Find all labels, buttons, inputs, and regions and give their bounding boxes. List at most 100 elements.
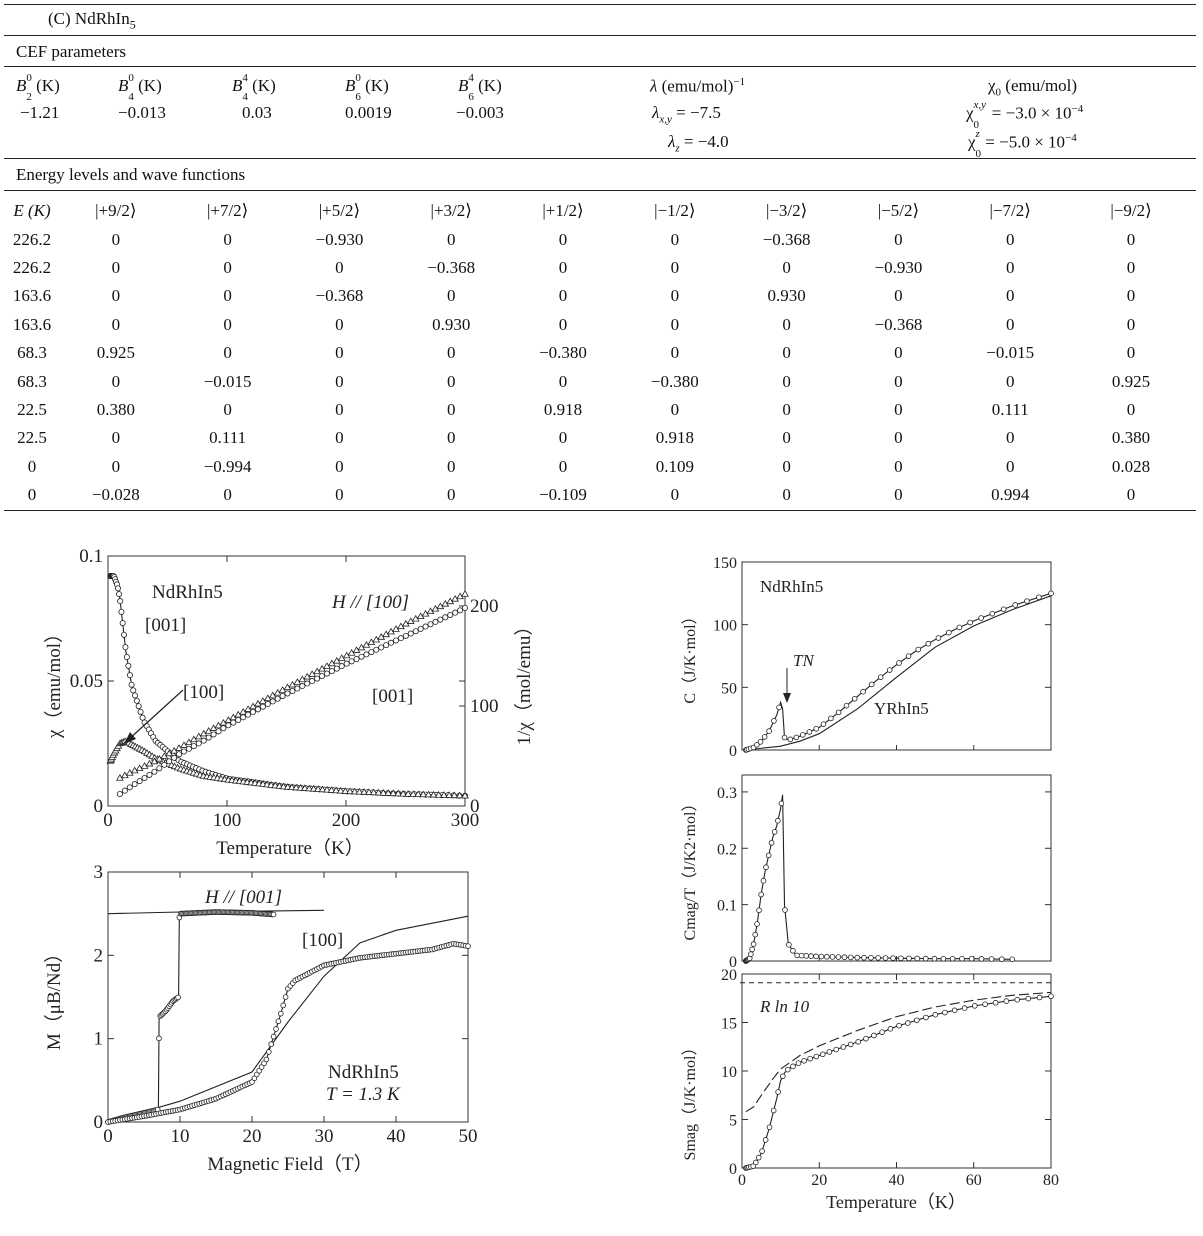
table-cell: 226.2 (12, 257, 52, 277)
invchi-001-point (141, 774, 148, 781)
annotation-temp: T = 1.3 K (326, 1084, 401, 1105)
smag-point (807, 1055, 813, 1062)
m-100-line (107, 943, 469, 1123)
x-tick-label: 0 (103, 810, 113, 831)
smag-point (762, 1137, 769, 1143)
table-cell: 0 (335, 485, 344, 505)
chi-100-point (404, 790, 413, 797)
invchi-001-point (427, 621, 434, 628)
smag-point (982, 1001, 988, 1008)
table-row: 163.6 0 0 −0.368 0 0 0 0.930 0 0 0 (4, 282, 1196, 310)
ndrhin5-point (915, 646, 922, 653)
ndrhin5-point (851, 695, 858, 702)
x-tick-label: 20 (243, 1126, 262, 1147)
invchi-001-point (309, 678, 316, 685)
table-cell: 0 (558, 286, 568, 306)
chi-001-point (118, 608, 125, 615)
table-cell: 0 (223, 399, 232, 419)
table-cell: 0 (111, 257, 121, 277)
calc-100-line (107, 915, 469, 1123)
table-cell: 0 (223, 257, 232, 277)
cmag-t-point (754, 921, 760, 927)
chi-xy: χ x,y 0 = −3.0 × 10−4 (966, 98, 1084, 132)
table-cell: −0.368 (315, 286, 364, 306)
table-cell: 0 (782, 314, 791, 334)
cmag-t-point (882, 955, 889, 961)
cmag-t-point (786, 942, 792, 948)
invchi-001-point (284, 690, 291, 697)
table-cell: 0 (1005, 229, 1015, 249)
table-cell: 0 (894, 343, 903, 363)
cmag-t-point (798, 952, 805, 959)
table-cell: 0 (1005, 286, 1015, 306)
invchi-001-point (368, 649, 375, 656)
smag-point (879, 1029, 885, 1035)
table-cell: 0 (1126, 343, 1136, 363)
invchi-001-point (437, 616, 444, 623)
smag-point (1014, 996, 1021, 1003)
table-cell: 0 (558, 371, 568, 391)
cmag-t-point (875, 955, 881, 961)
chi-header: χ0 (emu/mol) (988, 76, 1078, 99)
y-tick-label: 0.1 (717, 898, 737, 915)
arrow-100-head (124, 732, 136, 744)
table-cell: 0 (335, 456, 344, 476)
chi-100-point (424, 790, 433, 798)
ndrhin5-point (781, 734, 788, 741)
smag-point (750, 1163, 756, 1169)
cmag-t-point (922, 955, 929, 962)
invchi-001-point (126, 784, 133, 791)
table-cell: 0 (335, 399, 344, 419)
energy-header-cell: |+7/2⟩ (206, 201, 249, 221)
energy-heading-rule (4, 190, 1196, 191)
smag-point (813, 1053, 820, 1060)
table-cell: 0 (111, 286, 121, 306)
table-cell: 0 (27, 485, 37, 505)
smag-point (961, 1005, 968, 1011)
invchi-001-point (407, 630, 414, 637)
ndrhin5-point (776, 704, 782, 711)
y2-tick-label: 100 (470, 696, 499, 717)
y-tick-label: 5 (729, 1113, 737, 1130)
y-axis-label: M（μB/Nd） (43, 944, 65, 1050)
table-cell: 0 (782, 485, 791, 505)
x-tick-label: 30 (315, 1126, 334, 1147)
invchi-001-point (432, 618, 439, 625)
energy-header-cell: |+9/2⟩ (95, 201, 137, 221)
table-cell: 0 (782, 456, 791, 476)
cmag-t-point (765, 852, 772, 859)
table-cell: −0.109 (539, 485, 587, 505)
ndrhin5-point (989, 610, 996, 617)
ndrhin5-point (754, 742, 760, 748)
table-top-rule (4, 4, 1196, 5)
ndrhin5-point (1024, 598, 1030, 604)
invchi-001-point (259, 703, 266, 710)
x-tick-label: 0 (738, 1172, 746, 1189)
invchi-001-point (452, 609, 459, 616)
table-cell: 0 (670, 485, 680, 505)
m-100-point (265, 1049, 272, 1055)
cmag-t-point (999, 956, 1005, 962)
cmag-t-line (745, 794, 1013, 962)
invchi-001-point (240, 714, 247, 721)
table-cell: 0 (1005, 257, 1015, 277)
ndrhin5-point (956, 624, 963, 631)
smag-point (971, 1003, 978, 1009)
table-cell: 0.918 (655, 428, 694, 448)
ndrhin5-point (860, 688, 866, 695)
table-caption: (C) NdRhIn5 (48, 9, 136, 32)
cef-value-b40: −0.013 (118, 103, 166, 122)
invchi-001-point (269, 698, 276, 705)
energy-header-cell: |−7/2⟩ (989, 201, 1031, 221)
x-tick-label: 40 (387, 1126, 406, 1147)
table-row: 22.5 0 0.111 0 0 0 0.918 0 0 0 0.380 (4, 424, 1196, 452)
chi-001-point (137, 708, 144, 715)
invchi-001-point (254, 706, 261, 713)
cmag-t-point (988, 956, 995, 962)
smag-point (795, 1060, 802, 1066)
ndrhin5-point (813, 725, 820, 732)
s-calc-line (745, 991, 1052, 1113)
y-tick-label: 0 (94, 796, 104, 817)
